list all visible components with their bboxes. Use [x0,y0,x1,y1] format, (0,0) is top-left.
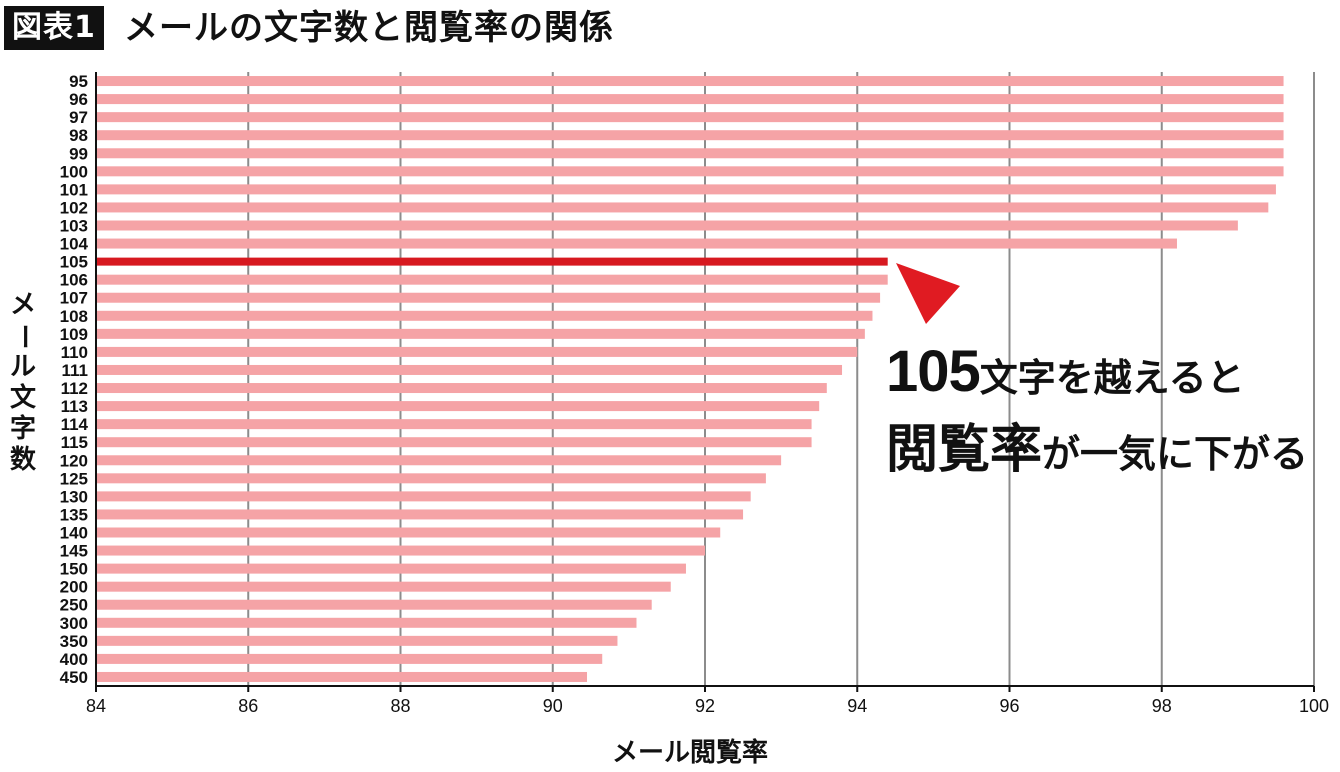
x-tick-label: 84 [86,696,106,716]
y-tick-label: 97 [69,108,88,127]
bar [96,437,812,448]
bar [96,292,881,303]
bar [96,419,812,430]
y-tick-label: 98 [69,126,88,145]
y-tick-label: 96 [69,90,88,109]
bar [96,202,1269,213]
y-tick-label: 106 [60,271,88,290]
y-tick-label: 135 [60,505,88,524]
x-tick-label: 98 [1152,696,1172,716]
y-tick-label: 145 [60,542,88,561]
y-tick-label: 113 [61,397,88,416]
annotation-text-1: 文字を越えると [979,356,1245,400]
y-tick-label: 103 [60,217,88,236]
y-tick-label: 114 [61,415,89,434]
bar [96,238,1177,249]
y-tick-label: 400 [60,650,88,669]
y-tick-label: 109 [60,325,88,344]
bar [96,617,637,628]
bar [96,545,705,556]
bar [96,328,865,339]
y-tick-label: 107 [60,289,88,308]
bar [96,148,1284,159]
callout-arrow [896,263,960,324]
bar [96,346,858,357]
y-tick-label: 115 [61,433,88,452]
y-tick-label: 250 [60,596,88,615]
chart-title: メールの文字数と閲覧率の関係 [124,8,614,48]
annotation: 105文字を越えると 閲覧率が一気に下がる [886,338,1308,482]
bar [96,310,873,321]
y-tick-label: 300 [60,614,88,633]
figure-badge: 図表1 [4,6,104,50]
y-tick-label: 140 [60,524,88,543]
y-tick-label: 120 [60,451,88,470]
y-tick-label: 105 [60,253,88,272]
x-tick-label: 100 [1299,696,1329,716]
y-tick-label: 102 [60,198,88,217]
y-tick-label: 100 [60,162,88,181]
bar [96,473,766,484]
x-tick-label: 86 [238,696,258,716]
bar [96,509,744,520]
bar [96,653,603,664]
bar [96,635,618,646]
bar [96,401,820,412]
y-tick-label: 200 [60,578,88,597]
bar [96,491,751,502]
y-tick-label: 350 [60,632,88,651]
x-tick-label: 94 [847,696,867,716]
y-tick-label: 101 [60,180,88,199]
y-tick-label: 108 [60,307,88,326]
bar [96,364,843,375]
bar [96,94,1284,105]
highlight-bar [96,257,888,266]
bar [96,671,588,682]
y-tick-label: 111 [62,361,89,380]
y-tick-label: 130 [60,487,88,506]
y-tick-label: 95 [69,72,88,91]
y-tick-label: 110 [61,343,88,362]
annotation-keyword: 閲覧率 [886,420,1043,480]
bar [96,581,671,592]
x-tick-label: 92 [695,696,715,716]
bar [96,184,1276,195]
y-axis-label: メール文字数 [8,290,39,475]
x-tick-label: 88 [390,696,410,716]
annotation-text-2: が一気に下がる [1042,432,1309,476]
bar [96,563,686,574]
y-tick-label: 125 [60,469,88,488]
bar [96,383,827,394]
bar [96,112,1284,123]
y-tick-label: 112 [61,379,88,398]
y-tick-label: 99 [69,144,88,163]
bar [96,166,1284,177]
bar [96,527,721,538]
annotation-number: 105 [886,339,981,404]
y-tick-label: 450 [60,668,88,687]
bar [96,76,1284,87]
y-tick-label: 150 [60,560,88,579]
bar [96,130,1284,141]
x-axis-label: メール閲覧率 [612,738,769,768]
bar [96,220,1238,231]
x-tick-label: 90 [543,696,563,716]
bar [96,455,782,466]
bar [96,274,888,285]
bar [96,599,652,610]
y-tick-label: 104 [60,235,89,254]
x-tick-label: 96 [999,696,1019,716]
